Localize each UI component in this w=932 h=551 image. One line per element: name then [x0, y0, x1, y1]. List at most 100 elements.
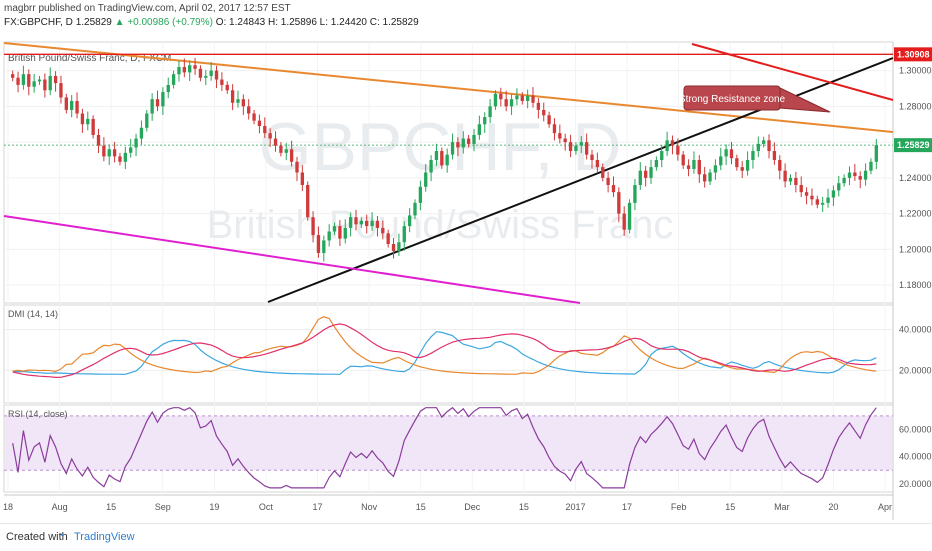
candle-body: [622, 213, 626, 230]
candle-body: [188, 65, 192, 73]
candle-body: [252, 113, 256, 121]
magenta-trendline: [3, 215, 581, 304]
change-value: +0.00986 (+0.79%): [127, 17, 213, 28]
candle-body: [129, 147, 133, 153]
candle-body: [542, 109, 546, 116]
candle-body: [375, 220, 380, 228]
candle-body: [273, 138, 278, 146]
candle-body: [568, 142, 573, 152]
candle-body: [520, 95, 524, 101]
candle-body: [311, 217, 315, 236]
candle-body: [509, 99, 514, 107]
published-line: magbrr published on TradingView.com, Apr…: [4, 3, 291, 14]
candle-body: [552, 124, 557, 134]
candle-body: [86, 118, 90, 125]
red-descending-line: [691, 43, 894, 101]
candle-body: [230, 90, 235, 103]
candle-body: [488, 106, 492, 118]
candle-body: [547, 115, 551, 125]
candle-body: [638, 170, 642, 186]
price-chart[interactable]: GBPCHF, D British Pound/Swiss Franc Brit…: [0, 0, 932, 523]
candle-body: [703, 174, 707, 182]
price-tick-label: 1.28000: [899, 101, 932, 111]
candle-body: [826, 197, 830, 203]
candle-body: [418, 186, 423, 203]
candle-body: [681, 154, 685, 166]
candle-body: [80, 113, 85, 125]
candle-body: [472, 134, 476, 144]
candle-body: [171, 74, 176, 85]
symbol-label: FX:GBPCHF, D: [4, 17, 73, 28]
candle-body: [263, 126, 267, 134]
dmi-label: DMI (14, 14): [8, 309, 58, 319]
time-tick-label: Sep: [155, 502, 171, 512]
watermark-name: British Pound/Swiss Franc: [207, 203, 674, 247]
candle-body: [493, 93, 498, 107]
time-tick-label: 18: [3, 502, 13, 512]
candle-body: [525, 95, 530, 101]
candle-body: [461, 138, 465, 148]
candle-body: [338, 226, 342, 239]
candle-body: [295, 161, 299, 173]
candle-body: [359, 220, 364, 225]
candle-body: [874, 145, 878, 162]
candle-body: [279, 145, 283, 153]
candles: [11, 57, 878, 262]
candle-body: [504, 99, 508, 107]
time-tick-label: 20: [828, 502, 838, 512]
candle-body: [289, 149, 294, 162]
rsi-tick-label: 60.0000: [899, 424, 932, 434]
price-tick-label: 1.22000: [899, 209, 932, 219]
candle-body: [32, 81, 36, 87]
price-tick-label: 1.24000: [899, 173, 932, 183]
candle-body: [434, 151, 439, 160]
dmi-tick-label: 20.0000: [899, 365, 932, 375]
time-tick-label: Apr: [878, 502, 892, 512]
time-tick-label: Dec: [464, 502, 481, 512]
candle-body: [729, 149, 734, 159]
tradingview-brand[interactable]: TradingView: [74, 531, 135, 543]
candle-body: [842, 177, 846, 184]
symbol-ohlc-line: FX:GBPCHF, D 1.25829 ▲ +0.00986 (+0.79%)…: [4, 17, 419, 28]
time-tick-label: Mar: [774, 502, 790, 512]
candle-body: [831, 190, 836, 198]
candle-body: [332, 226, 337, 232]
time-tick-label: Oct: [259, 502, 274, 512]
candle-body: [70, 100, 74, 110]
candle-body: [584, 142, 589, 155]
candle-body: [617, 192, 621, 214]
candle-body: [643, 170, 648, 178]
change-up-icon: ▲: [114, 17, 125, 28]
candle-body: [536, 102, 541, 110]
price-tick-label: 1.30000: [899, 66, 932, 76]
time-tick-label: Feb: [671, 502, 687, 512]
candle-body: [483, 117, 487, 125]
candle-body: [670, 140, 675, 146]
candle-body: [161, 92, 165, 107]
candle-body: [601, 167, 605, 178]
candle-body: [767, 140, 771, 152]
rsi-tick-label: 20.0000: [899, 479, 932, 489]
candle-body: [306, 185, 310, 218]
candle-body: [27, 74, 31, 87]
last-price-value: 1.25829: [75, 17, 112, 28]
candle-body: [531, 95, 535, 103]
dmi-tick-label: 40.0000: [899, 325, 932, 335]
candle-body: [756, 143, 760, 152]
time-tick-label: 17: [622, 502, 632, 512]
resistance-annotation[interactable]: Strong Resistance zone: [679, 85, 831, 113]
candle-body: [558, 133, 562, 139]
candle-body: [799, 185, 803, 193]
candle-body: [327, 231, 331, 241]
candle-body: [209, 70, 213, 76]
candle-body: [64, 97, 68, 110]
annotation-text: Strong Resistance zone: [679, 94, 786, 105]
time-tick-label: 2017: [565, 502, 585, 512]
candle-body: [665, 140, 669, 152]
candle-body: [257, 120, 262, 127]
candle-body: [220, 79, 224, 85]
candle-body: [445, 154, 449, 166]
candle-body: [579, 142, 583, 146]
candle-body: [788, 177, 793, 182]
candle-body: [397, 242, 401, 252]
